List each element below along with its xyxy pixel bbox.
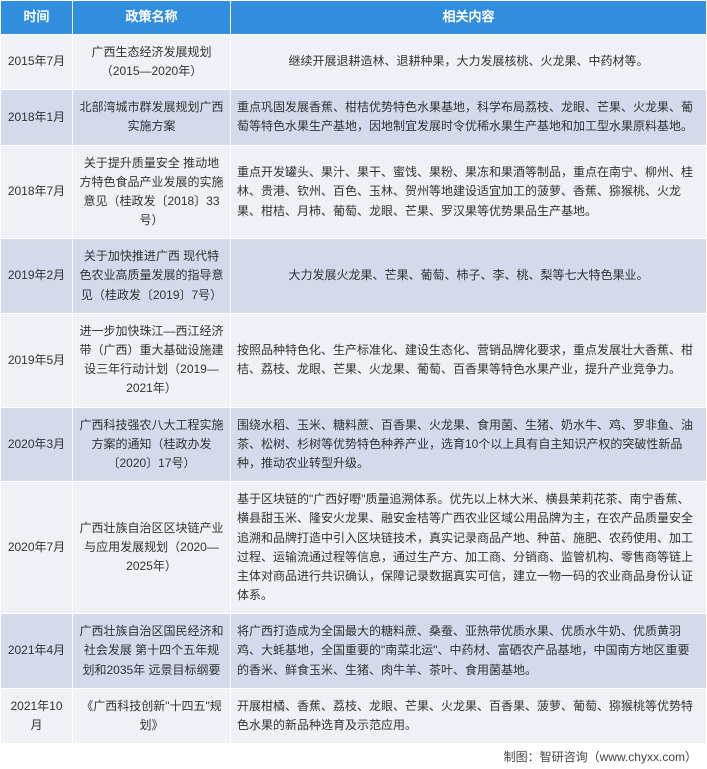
col-header-time: 时间 [1,1,73,35]
cell-content: 重点巩固发展香蕉、柑桔优势特色水果基地，科学布局荔枝、龙眼、芒果、火龙果、葡萄等… [231,90,707,145]
cell-time: 2015年7月 [1,34,73,89]
table-row: 2015年7月广西生态经济发展规划（2015—2020年）继续开展退耕造林、退耕… [1,34,707,89]
cell-content: 按照品种特色化、生产标准化、建设生态化、营销品牌化要求，重点发展壮大香蕉、柑桔、… [231,313,707,407]
table-row: 2020年3月广西科技强农八大工程实施方案的通知（桂政办发〔2020〕17号）围… [1,407,707,482]
cell-time: 2019年5月 [1,313,73,407]
cell-time: 2019年2月 [1,239,73,314]
table-row: 2020年7月广西壮族自治区区块链产业与应用发展规划（2020—2025年）基于… [1,482,707,614]
cell-name: 广西生态经济发展规划（2015—2020年） [73,34,231,89]
cell-name: 《广西科技创新"十四五"规划》 [73,688,231,743]
table-row: 2018年7月关于提升质量安全 推动地方特色食品产业发展的实施意见（桂政发〔20… [1,145,707,239]
cell-time: 2020年3月 [1,407,73,482]
cell-name: 关于提升质量安全 推动地方特色食品产业发展的实施意见（桂政发〔2018〕33号） [73,145,231,239]
cell-content: 继续开展退耕造林、退耕种果，大力发展核桃、火龙果、中药材等。 [231,34,707,89]
cell-content: 围绕水稻、玉米、糖料蔗、百香果、火龙果、食用菌、生猪、奶水牛、鸡、罗非鱼、油茶、… [231,407,707,482]
table-row: 2021年4月广西壮族自治区国民经济和社会发展 第十四个五年规划和2035年 远… [1,614,707,689]
table-body: 2015年7月广西生态经济发展规划（2015—2020年）继续开展退耕造林、退耕… [1,34,707,743]
cell-time: 2020年7月 [1,482,73,614]
cell-name: 北部湾城市群发展规划广西实施方案 [73,90,231,145]
source-attribution: 制图：智研咨询（www.chyxx.com） [0,744,707,769]
cell-content: 基于区块链的"广西好嘢"质量追溯体系。优先以上林大米、横县茉莉花茶、南宁香蕉、横… [231,482,707,614]
cell-content: 开展柑橘、香蕉、荔枝、龙眼、芒果、火龙果、百香果、菠萝、葡萄、猕猴桃等优势特色水… [231,688,707,743]
cell-content: 将广西打造成为全国最大的糖料蔗、桑蚕、亚热带优质水果、优质水牛奶、优质黄羽鸡、大… [231,614,707,689]
col-header-content: 相关内容 [231,1,707,35]
cell-content: 重点开发罐头、果汁、果干、蜜饯、果粉、果冻和果酒等制品，重点在南宁、柳州、桂林、… [231,145,707,239]
cell-name: 进一步加快珠江—西江经济带（广西）重大基础设施建设三年行动计划（2019—202… [73,313,231,407]
cell-name: 关于加快推进广西 现代特色农业高质量发展的指导意见（桂政发〔2019〕7号） [73,239,231,314]
cell-content: 大力发展火龙果、芒果、葡萄、柿子、李、桃、梨等七大特色果业。 [231,239,707,314]
cell-time: 2018年1月 [1,90,73,145]
table-row: 2021年10月《广西科技创新"十四五"规划》开展柑橘、香蕉、荔枝、龙眼、芒果、… [1,688,707,743]
cell-time: 2021年4月 [1,614,73,689]
table-row: 2019年5月进一步加快珠江—西江经济带（广西）重大基础设施建设三年行动计划（2… [1,313,707,407]
cell-name: 广西壮族自治区国民经济和社会发展 第十四个五年规划和2035年 远景目标纲要 [73,614,231,689]
cell-time: 2021年10月 [1,688,73,743]
cell-name: 广西科技强农八大工程实施方案的通知（桂政办发〔2020〕17号） [73,407,231,482]
cell-name: 广西壮族自治区区块链产业与应用发展规划（2020—2025年） [73,482,231,614]
table-row: 2019年2月关于加快推进广西 现代特色农业高质量发展的指导意见（桂政发〔201… [1,239,707,314]
table-header-row: 时间 政策名称 相关内容 [1,1,707,35]
cell-time: 2018年7月 [1,145,73,239]
table-row: 2018年1月北部湾城市群发展规划广西实施方案重点巩固发展香蕉、柑桔优势特色水果… [1,90,707,145]
col-header-name: 政策名称 [73,1,231,35]
policy-table: 时间 政策名称 相关内容 2015年7月广西生态经济发展规划（2015—2020… [0,0,707,744]
